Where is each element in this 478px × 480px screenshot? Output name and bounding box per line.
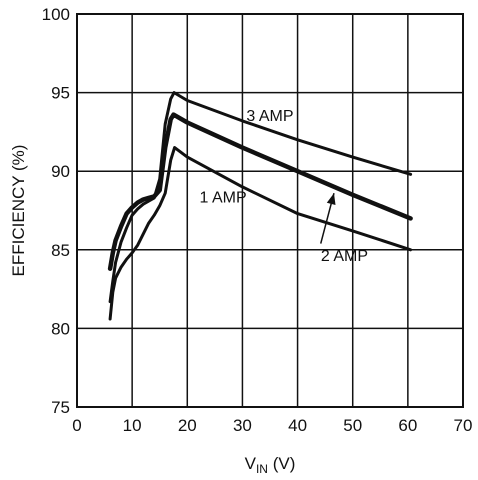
x-tick-label: 50 [343,416,362,435]
x-tick-label: 20 [178,416,197,435]
plot-frame [76,13,464,408]
y-tick-label: 95 [51,84,70,103]
x-axis-label-unit: (V) [268,454,295,473]
y-tick-labels: 75 80 85 90 95 100 [42,5,70,417]
x-tick-labels: 0 10 20 30 40 50 60 70 [72,416,472,435]
x-tick-label: 30 [233,416,252,435]
x-tick-label: 10 [123,416,142,435]
x-tick-label: 0 [72,416,81,435]
x-axis-label: VIN (V) [245,454,296,476]
y-tick-label: 100 [42,5,70,24]
series-lines [107,91,413,321]
y-tick-label: 85 [51,241,70,260]
y-tick-label: 90 [51,162,70,181]
x-tick-label: 40 [288,416,307,435]
y-axis-label: EFFICIENCY (%) [9,145,28,277]
annotation-2-amp: 2 AMP [321,248,368,265]
y-tick-label: 80 [51,319,70,338]
x-tick-label: 70 [454,416,473,435]
x-axis-label-subscript: IN [256,462,268,476]
x-axis-label-main: V [245,454,257,473]
annotation-1-amp: 1 AMP [200,190,247,207]
annotation-2-amp-arrow-head [326,193,336,205]
y-tick-label: 75 [51,398,70,417]
series-line-1-amp [108,146,413,321]
annotation-3-amp: 3 AMP [246,108,293,125]
series-line-2-amp [107,112,413,271]
x-tick-label: 60 [398,416,417,435]
